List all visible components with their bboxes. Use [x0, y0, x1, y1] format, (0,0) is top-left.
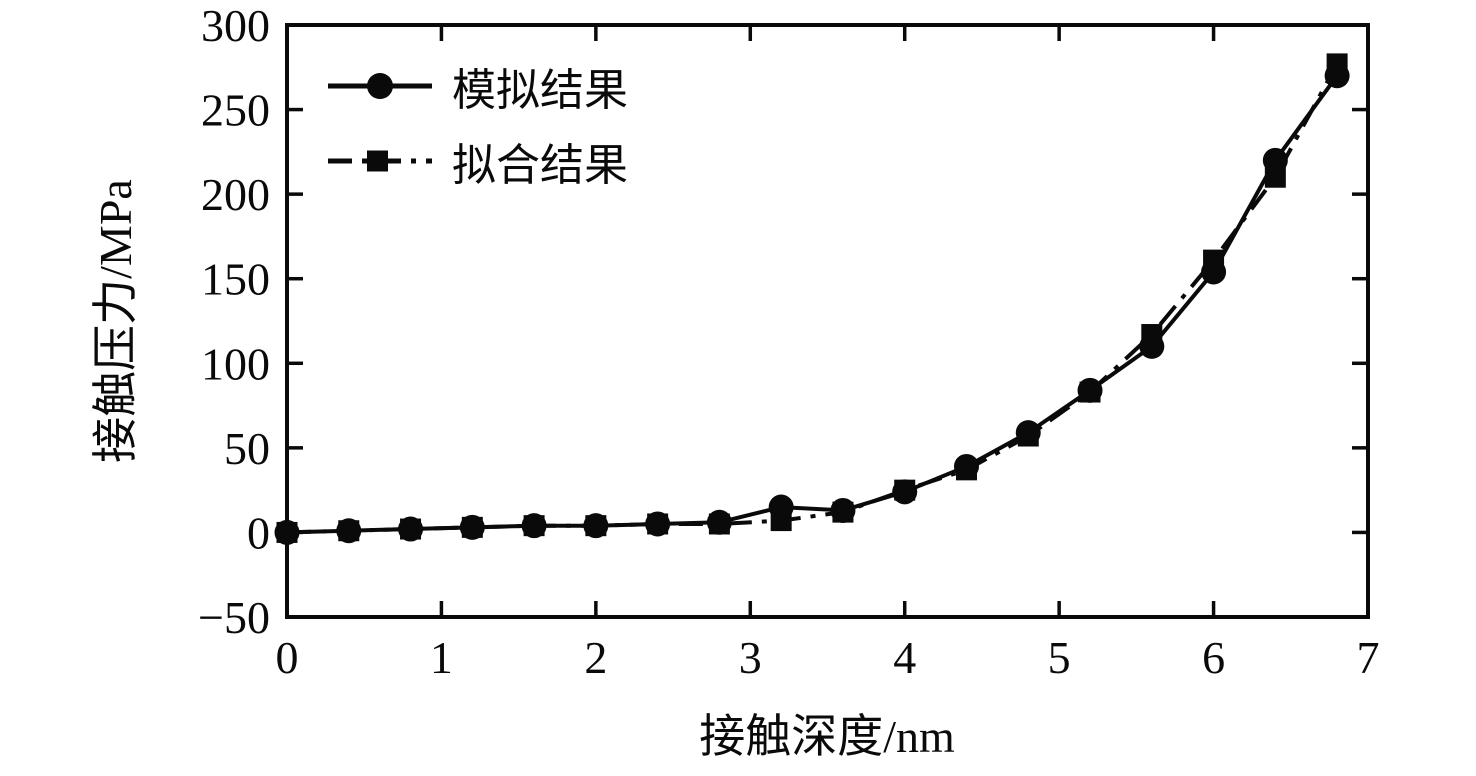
x-tick-label: 7	[1357, 632, 1380, 683]
data-point-circle	[583, 513, 609, 539]
x-tick-label: 4	[893, 632, 916, 683]
data-point-circle	[336, 518, 362, 544]
data-point-circle	[1139, 333, 1165, 359]
data-point-circle	[274, 519, 300, 545]
y-tick-label: 100	[201, 338, 270, 389]
data-point-circle	[953, 453, 979, 479]
series-line-simulation	[286, 74, 1339, 535]
y-tick-label: 0	[247, 507, 270, 558]
y-axis-title: 接触压力/MPa	[90, 179, 141, 463]
y-tick-label: 150	[201, 254, 270, 305]
y-tick-label: 200	[201, 169, 270, 220]
x-tick-label: 0	[276, 632, 299, 683]
data-point-circle	[1324, 63, 1350, 89]
data-point-circle	[768, 494, 794, 520]
y-tick-label: 300	[201, 0, 270, 51]
axes-frame	[285, 23, 1370, 619]
x-tick-label: 1	[430, 632, 453, 683]
legend-marker-square	[367, 150, 388, 172]
x-tick-label: 2	[584, 632, 607, 683]
y-tick-label: 50	[224, 423, 270, 474]
y-tick-label: 250	[201, 85, 270, 136]
data-point-circle	[830, 497, 856, 523]
legend-label-simulation: 模拟结果	[452, 66, 628, 115]
data-point-circle	[398, 516, 424, 542]
y-tick-label: −50	[198, 592, 270, 643]
data-point-circle	[645, 511, 671, 537]
data-point-circle	[459, 514, 485, 540]
x-tick-label: 3	[739, 632, 762, 683]
legend-marker-circle	[367, 73, 393, 99]
legend-label-fit: 拟合结果	[452, 141, 628, 190]
x-axis-title: 接触深度/nm	[699, 711, 955, 762]
data-point-circle	[1262, 147, 1288, 173]
series-line-fit	[286, 62, 1339, 535]
data-point-circle	[892, 479, 918, 505]
x-tick-label: 5	[1048, 632, 1071, 683]
data-point-circle	[1015, 420, 1041, 446]
data-point-circle	[1077, 377, 1103, 403]
data-point-circle	[1201, 259, 1227, 285]
data-point-circle	[706, 509, 732, 535]
x-tick-label: 6	[1202, 632, 1225, 683]
data-point-circle	[521, 513, 547, 539]
